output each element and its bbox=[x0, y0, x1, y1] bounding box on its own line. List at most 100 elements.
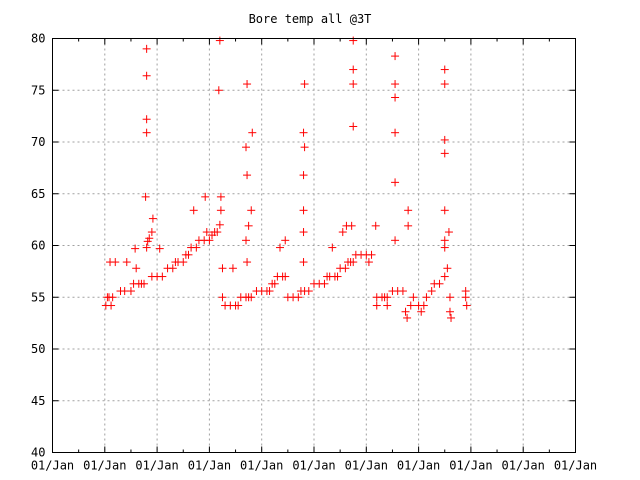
data-point bbox=[341, 264, 350, 273]
data-point bbox=[391, 52, 400, 61]
x-tick-label: 01/Jan bbox=[135, 459, 178, 473]
data-point bbox=[398, 287, 407, 296]
data-point bbox=[440, 135, 449, 144]
data-point bbox=[215, 220, 224, 229]
points-layer bbox=[101, 36, 471, 322]
data-point bbox=[401, 307, 410, 316]
data-point bbox=[462, 301, 471, 310]
data-point bbox=[234, 301, 243, 310]
x-tick-label: 01/Jan bbox=[449, 459, 492, 473]
data-point bbox=[216, 206, 225, 215]
data-point bbox=[299, 128, 308, 137]
data-point bbox=[403, 313, 412, 322]
data-point bbox=[242, 143, 251, 152]
data-point bbox=[440, 149, 449, 158]
data-point bbox=[440, 206, 449, 215]
data-point bbox=[213, 228, 222, 237]
data-point bbox=[383, 301, 392, 310]
data-point bbox=[184, 250, 193, 259]
data-point bbox=[228, 264, 237, 273]
x-tick-label: 01/Jan bbox=[554, 459, 597, 473]
data-point bbox=[145, 234, 154, 243]
data-point bbox=[419, 301, 428, 310]
data-point bbox=[320, 279, 329, 288]
data-point bbox=[141, 192, 150, 201]
data-point bbox=[132, 264, 141, 273]
data-point bbox=[281, 236, 290, 245]
data-point bbox=[155, 244, 164, 253]
data-point bbox=[300, 143, 309, 152]
data-point bbox=[417, 307, 426, 316]
data-point bbox=[440, 243, 449, 252]
data-point bbox=[242, 236, 251, 245]
data-point bbox=[243, 258, 252, 267]
data-point bbox=[406, 301, 415, 310]
data-point bbox=[447, 313, 456, 322]
data-point bbox=[349, 258, 358, 267]
data-point bbox=[142, 128, 151, 137]
data-point bbox=[427, 287, 436, 296]
data-point bbox=[383, 293, 392, 302]
data-point bbox=[107, 301, 116, 310]
data-point bbox=[218, 293, 227, 302]
data-point bbox=[247, 293, 256, 302]
y-tick-label: 80 bbox=[31, 32, 45, 46]
data-point bbox=[409, 293, 418, 302]
y-tick-label: 60 bbox=[31, 239, 45, 253]
x-tick-label: 01/Jan bbox=[83, 459, 126, 473]
data-point bbox=[248, 128, 257, 137]
data-point bbox=[440, 272, 449, 281]
data-point bbox=[391, 236, 400, 245]
data-point bbox=[276, 243, 285, 252]
data-point bbox=[349, 65, 358, 74]
data-point bbox=[391, 93, 400, 102]
data-point bbox=[422, 293, 431, 302]
data-point bbox=[445, 307, 454, 316]
data-point bbox=[404, 206, 413, 215]
y-tick-label: 45 bbox=[31, 394, 45, 408]
data-point bbox=[189, 206, 198, 215]
data-point bbox=[299, 206, 308, 215]
data-point bbox=[349, 122, 358, 131]
data-point bbox=[142, 243, 151, 252]
grid-layer bbox=[52, 38, 576, 453]
data-point bbox=[443, 264, 452, 273]
data-point bbox=[140, 279, 149, 288]
data-point bbox=[122, 258, 131, 267]
data-point bbox=[338, 228, 347, 237]
data-point bbox=[147, 228, 156, 237]
x-tick-label: 01/Jan bbox=[292, 459, 335, 473]
data-point bbox=[216, 192, 225, 201]
data-point bbox=[404, 221, 413, 230]
x-tick-label: 01/Jan bbox=[502, 459, 545, 473]
data-point bbox=[371, 221, 380, 230]
y-tick-label: 55 bbox=[31, 290, 45, 304]
data-point bbox=[215, 36, 224, 45]
data-point bbox=[445, 293, 454, 302]
data-point bbox=[435, 279, 444, 288]
data-point bbox=[205, 236, 214, 245]
y-tick-label: 70 bbox=[31, 135, 45, 149]
data-point bbox=[142, 71, 151, 80]
x-tick-label: 01/Jan bbox=[240, 459, 283, 473]
data-point bbox=[440, 65, 449, 74]
y-tick-label: 40 bbox=[31, 446, 45, 460]
data-point bbox=[202, 228, 211, 237]
data-point bbox=[461, 287, 470, 296]
y-tick-label: 50 bbox=[31, 342, 45, 356]
data-point bbox=[364, 258, 373, 267]
data-point bbox=[299, 228, 308, 237]
data-point bbox=[372, 301, 381, 310]
data-point bbox=[244, 221, 253, 230]
data-point bbox=[294, 293, 303, 302]
chart-title: Bore temp all @3T bbox=[249, 12, 372, 26]
data-point bbox=[192, 243, 201, 252]
data-point bbox=[349, 36, 358, 45]
data-point bbox=[281, 272, 290, 281]
data-point bbox=[347, 221, 356, 230]
data-point bbox=[265, 287, 274, 296]
y-tick-label: 65 bbox=[31, 187, 45, 201]
data-point bbox=[328, 243, 337, 252]
